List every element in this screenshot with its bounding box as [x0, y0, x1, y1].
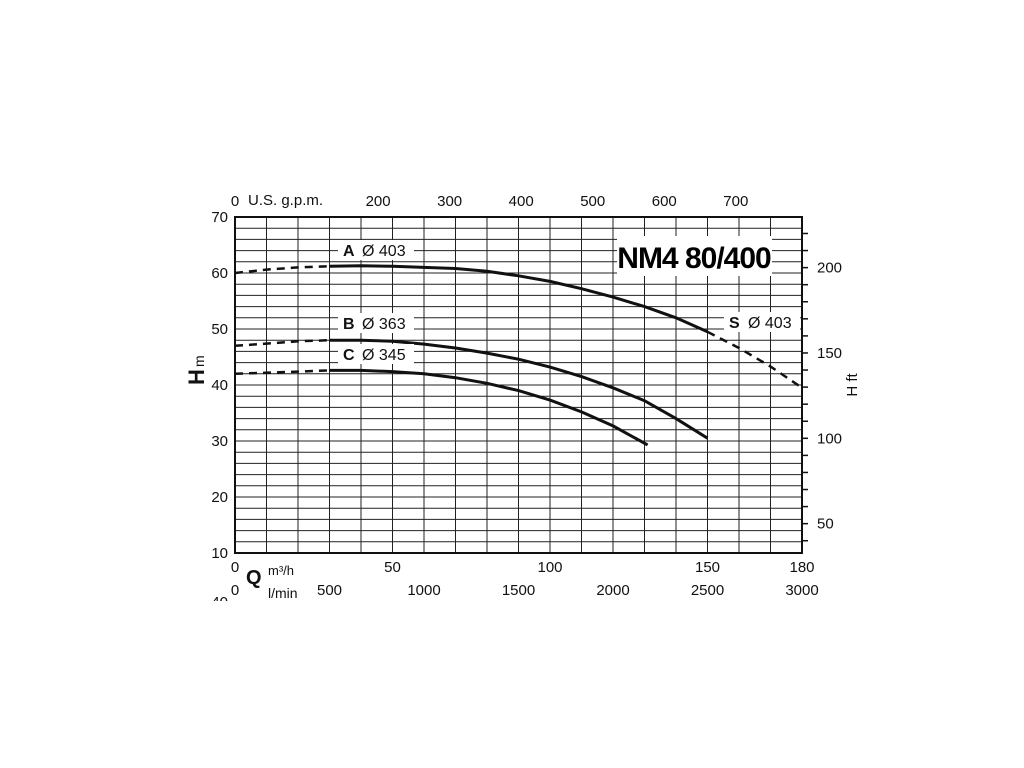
curve-letter-b: B	[343, 316, 355, 333]
flow-axis-title: Q m³/h l/min	[246, 563, 298, 601]
y-tick-label: 60	[211, 265, 228, 282]
x-tick-label-lmin: 0	[231, 582, 239, 599]
y-tick-label: 10	[211, 545, 228, 562]
x-tick-label-lmin: 2000	[596, 582, 629, 599]
x-tick-label-m3h: 180	[789, 559, 814, 576]
flow-symbol: Q	[246, 567, 262, 589]
x-tick-label-m3h: 50	[384, 559, 401, 576]
curve-a-dashed	[234, 265, 330, 275]
tick-labels-layer: 10 20 30 40 50 60 70 0 50 100 150 180 0 500 1000 1500 20…	[211, 209, 818, 611]
curve-a-line	[329, 264, 709, 334]
x-tick-label-lmin: 3000	[785, 582, 818, 599]
right-tick-label: 50	[817, 516, 834, 533]
flow-unit-lmin: l/min	[268, 585, 298, 601]
x-top-tick-label: 700	[723, 193, 748, 210]
right-tick-label: 200	[817, 260, 842, 277]
flow-unit-m3h: m³/h	[268, 563, 294, 578]
right-tick-label: 150	[817, 345, 842, 362]
grid-lines	[235, 217, 802, 553]
x-tick-label-lmin: 1000	[407, 582, 440, 599]
x-top-tick-label: 400	[509, 193, 534, 210]
left-axis-title: H m	[184, 355, 209, 385]
x-top-tick-label: 300	[437, 193, 462, 210]
plot-frame	[234, 216, 803, 554]
x-tick-label-m3h: 0	[231, 559, 239, 576]
curve-c-line	[329, 368, 649, 447]
right-axis-ticks: 0 200 300 400 500 600 700 50 100 150 200	[231, 193, 842, 542]
y-tick-label-cutoff: 40	[211, 594, 228, 611]
x-tick-label-lmin: 2500	[691, 582, 724, 599]
y-tick-label: 40	[211, 377, 228, 394]
curve-label-bg	[338, 240, 414, 260]
x-top-tick-label: 0	[231, 193, 239, 210]
title-box	[617, 236, 772, 276]
x-tick-label-m3h: 100	[537, 559, 562, 576]
curve-diameter-s: Ø 403	[748, 315, 792, 332]
y-tick-label: 70	[211, 209, 228, 226]
right-axis-title: H ft	[844, 373, 861, 397]
x-top-tick-label: 200	[366, 193, 391, 210]
x-tick-label-lmin: 500	[317, 582, 342, 599]
curve-b-line	[329, 338, 709, 440]
right-tick-label: 100	[817, 430, 842, 447]
y-tick-label: 30	[211, 433, 228, 450]
x-top-tick-label: 500	[580, 193, 605, 210]
curve-s-dashed	[706, 330, 803, 389]
curve-diameter-b: Ø 363	[362, 316, 406, 333]
curve-diameter-c: Ø 345	[362, 347, 406, 364]
head-unit: m	[191, 355, 207, 367]
curve-letter-s: S	[729, 315, 740, 332]
curve-label-bg	[338, 313, 414, 333]
curves-layer: A Ø 403 B Ø 363 C Ø 345 S Ø 403	[234, 240, 803, 447]
x-top-tick-label: 600	[652, 193, 677, 210]
top-axis-label: U.S. g.p.m.	[248, 192, 323, 209]
curve-letter-c: C	[343, 347, 355, 364]
curve-label-bg	[724, 312, 800, 332]
curve-label-bg	[338, 344, 414, 364]
curve-c-dashed	[234, 369, 330, 376]
y-tick-label: 20	[211, 489, 228, 506]
curve-letter-a: A	[343, 243, 355, 260]
head-symbol: H	[184, 369, 209, 385]
x-tick-label-m3h: 150	[695, 559, 720, 576]
y-tick-label: 50	[211, 321, 228, 338]
curve-diameter-a: Ø 403	[362, 243, 406, 260]
x-tick-label-lmin: 1500	[502, 582, 535, 599]
chart-title: NM4 80/400	[617, 242, 771, 275]
curve-b-dashed	[234, 338, 330, 348]
